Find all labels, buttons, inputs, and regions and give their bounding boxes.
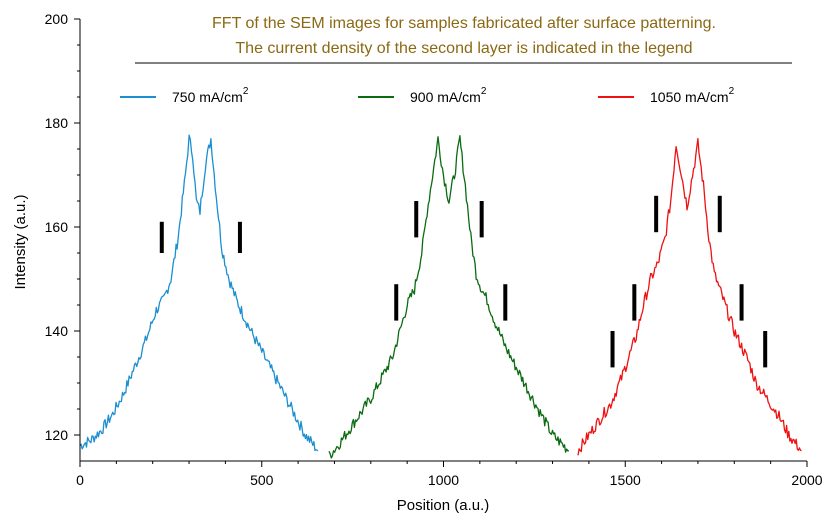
x-tick-label: 2000 <box>791 472 822 488</box>
legend-label-superscript: 2 <box>481 86 487 97</box>
x-tick-label: 1500 <box>610 472 641 488</box>
legend-label-2: 900 mA/cm2 <box>410 86 487 105</box>
series-line-3 <box>577 137 802 456</box>
y-tick-label: 160 <box>45 219 69 235</box>
series-line-1 <box>79 134 319 452</box>
x-ticks: 0 500 1000 1500 2000 <box>76 461 823 488</box>
series-line-2 <box>328 135 570 459</box>
legend: 750 mA/cm2 900 mA/cm2 1050 mA/cm2 <box>120 86 735 105</box>
y-ticks: 120 140 160 180 200 <box>45 11 80 443</box>
x-tick-label: 500 <box>250 472 274 488</box>
plot-area <box>79 134 802 459</box>
series-layer <box>79 134 802 459</box>
y-tick-label: 140 <box>45 323 69 339</box>
legend-label-1: 750 mA/cm2 <box>172 86 249 105</box>
x-tick-label: 1000 <box>428 472 459 488</box>
x-tick-label: 0 <box>76 472 84 488</box>
y-tick-label: 120 <box>45 427 69 443</box>
y-tick-label: 200 <box>45 11 69 27</box>
legend-label-superscript: 2 <box>243 86 249 97</box>
y-tick-label: 180 <box>45 115 69 131</box>
legend-label-superscript: 2 <box>729 86 735 97</box>
chart-title: FFT of the SEM images for samples fabric… <box>135 15 792 64</box>
x-axis-title: Position (a.u.) <box>397 497 490 514</box>
chart-title-line-1: FFT of the SEM images for samples fabric… <box>212 15 716 32</box>
axes: 0 500 1000 1500 2000 120 140 160 180 200 Positio… <box>12 11 823 514</box>
y-axis-title: Intensity (a.u.) <box>12 194 29 289</box>
legend-label-3: 1050 mA/cm2 <box>650 86 735 105</box>
marker-layer <box>159 195 768 368</box>
chart-title-line-2: The current density of the second layer … <box>235 40 692 57</box>
